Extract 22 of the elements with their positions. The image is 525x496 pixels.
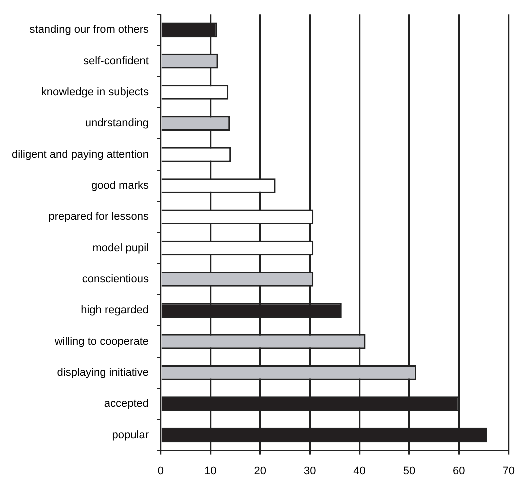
y-tick-label: prepared for lessons (48, 211, 150, 224)
y-tick-label: model pupil (92, 242, 149, 254)
y-tick-label: displaying initiative (57, 366, 149, 379)
y-tick-label: undrstanding (85, 118, 149, 130)
x-tick-label: 10 (204, 465, 217, 478)
x-tick-label: 60 (453, 465, 466, 478)
y-tick-label: accepted (104, 398, 149, 410)
x-tick-label: 30 (304, 465, 316, 478)
x-tick-label: 20 (254, 465, 267, 478)
y-tick-label: willing to cooperate (54, 336, 149, 348)
y-tick-label: diligent and paying attention (12, 148, 149, 161)
x-tick-label: 40 (354, 465, 366, 478)
x-tick-label: 50 (403, 465, 416, 478)
y-tick-label: good marks (92, 180, 150, 192)
y-tick-label: standing our from others (30, 24, 150, 36)
y-tick-label: high regarded (81, 304, 149, 317)
x-tick-label: 70 (502, 465, 516, 478)
y-tick-label: self-confident (84, 55, 149, 68)
x-tick-label: 0 (158, 465, 164, 478)
y-tick-label: popular (112, 429, 150, 442)
y-tick-label: conscientious (82, 273, 150, 286)
y-tick-label: knowledge in subjects (41, 86, 150, 99)
